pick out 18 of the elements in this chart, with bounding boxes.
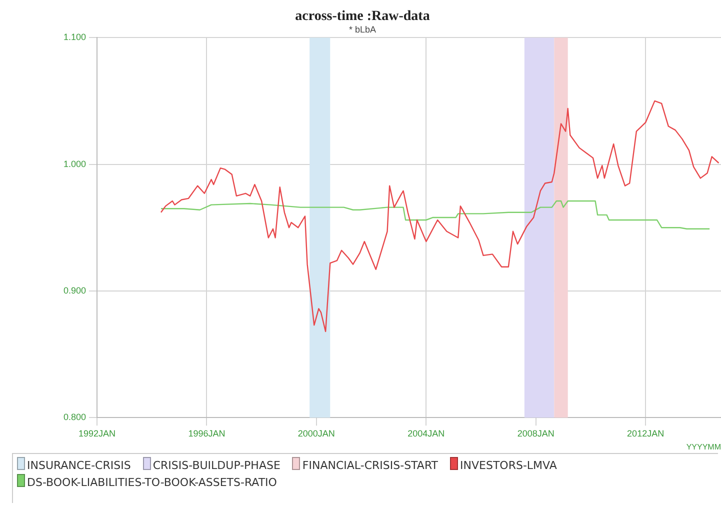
x-tick-label: 2000JAN <box>298 428 335 438</box>
y-tick-label: 1.000 <box>63 158 86 169</box>
x-tick-label: 1992JAN <box>78 428 116 438</box>
y-tick-label: 0.800 <box>63 412 86 422</box>
x-tick-label: 2008JAN <box>517 428 554 438</box>
chart-subtitle: * bLbA <box>348 24 376 35</box>
x-tick-label: 2012JAN <box>627 428 664 438</box>
y-tick-label: 1.100 <box>63 32 86 42</box>
legend-label: INVESTORS-LMVA <box>459 458 557 474</box>
y-tick-label: 0.900 <box>63 285 86 296</box>
legend-label: INSURANCE-CRISIS <box>26 458 131 474</box>
legend-label: DS-BOOK-LIABILITIES-TO-BOOK-ASSETS-RATIO <box>26 475 277 491</box>
legend-label: FINANCIAL-CRISIS-START <box>301 458 438 474</box>
x-tick-label: 1996JAN <box>188 428 226 438</box>
legend-label: CRISIS-BUILDUP-PHASE <box>152 458 280 474</box>
chart-title: across-time :Raw-data <box>295 9 430 24</box>
x-axis-title: YYYYMM <box>686 442 721 452</box>
x-tick-label: 2004JAN <box>408 428 445 438</box>
